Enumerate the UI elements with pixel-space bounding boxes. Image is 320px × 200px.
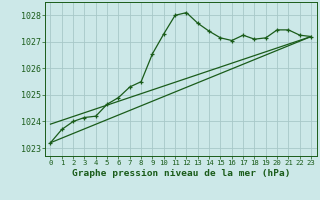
X-axis label: Graphe pression niveau de la mer (hPa): Graphe pression niveau de la mer (hPa) (72, 169, 290, 178)
